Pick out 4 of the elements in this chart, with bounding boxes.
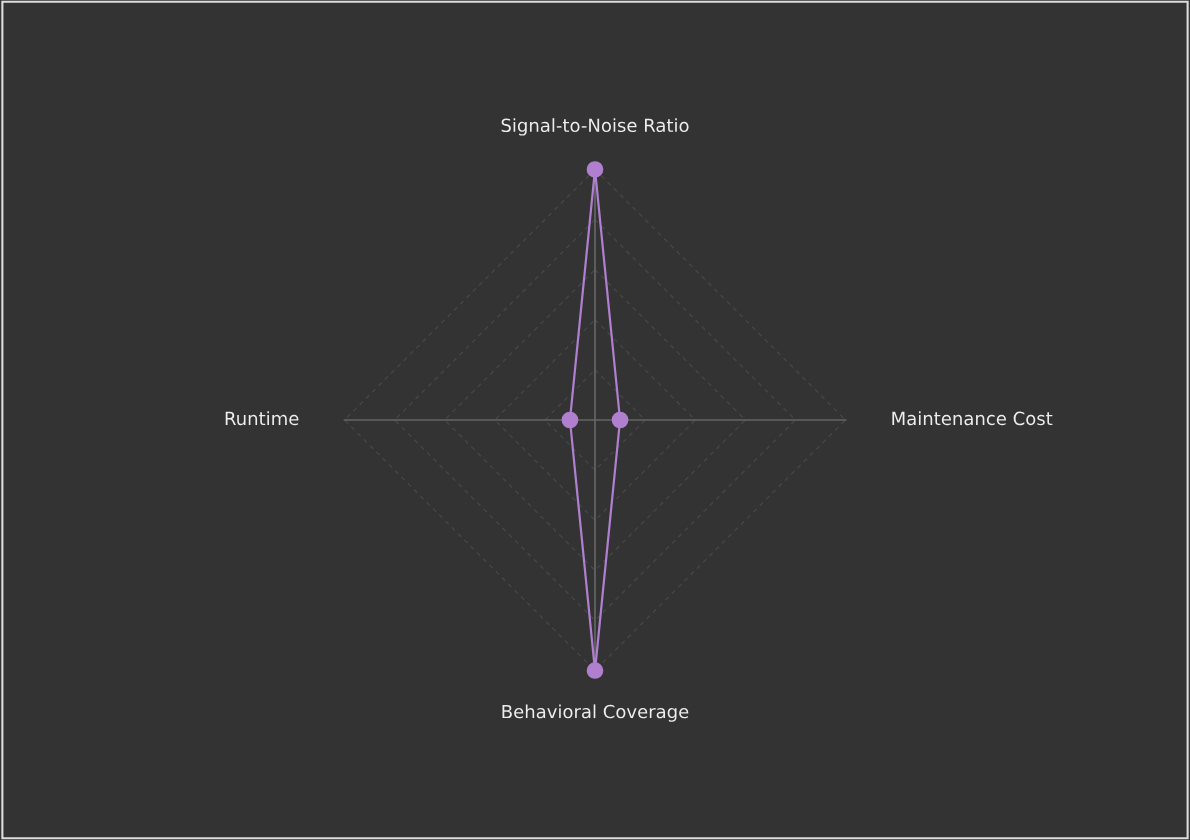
spoke-label: Behavioral Coverage — [502, 704, 689, 722]
spoke-label: Maintenance Cost — [892, 411, 1053, 426]
spoke-label: Signal-to-Noise Ratio — [501, 118, 689, 136]
spoke-label: Runtime — [225, 411, 299, 426]
